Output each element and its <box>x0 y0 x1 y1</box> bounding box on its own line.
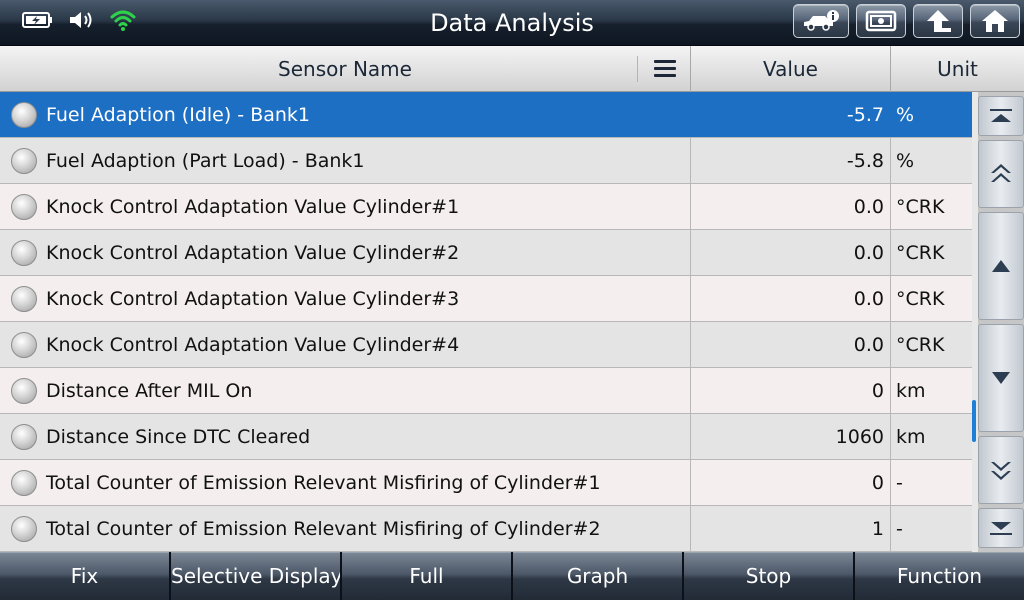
sensor-unit: % <box>890 138 972 183</box>
sensor-name: Knock Control Adaptation Value Cylinder#… <box>46 334 460 356</box>
sensor-name: Distance Since DTC Cleared <box>46 426 311 448</box>
fix-button[interactable]: Fix <box>0 552 169 600</box>
sensor-value: -5.7 <box>690 92 890 137</box>
sensor-name: Fuel Adaption (Idle) - Bank1 <box>46 104 311 126</box>
column-header-unit[interactable]: Unit <box>890 46 1024 92</box>
title-bar: Data Analysis <box>0 0 1024 46</box>
row-radio-icon[interactable] <box>11 470 37 496</box>
screenshot-icon <box>865 10 897 32</box>
full-button[interactable]: Full <box>342 552 511 600</box>
scroll-buttons <box>978 92 1024 552</box>
row-radio-icon[interactable] <box>11 286 37 312</box>
wifi-icon <box>110 10 136 31</box>
table-row[interactable]: Knock Control Adaptation Value Cylinder#… <box>0 184 972 230</box>
table-row[interactable]: Total Counter of Emission Relevant Misfi… <box>0 460 972 506</box>
sensor-unit: °CRK <box>890 230 972 275</box>
page-down-button[interactable] <box>978 436 1024 504</box>
sensor-value: 0.0 <box>690 322 890 367</box>
table-header: Sensor Name Value Unit <box>0 46 1024 92</box>
sensor-unit: °CRK <box>890 184 972 229</box>
vehicle-info-button[interactable] <box>793 4 849 38</box>
sensor-unit: °CRK <box>890 276 972 321</box>
column-header-sensor-name-label: Sensor Name <box>278 57 412 81</box>
sensor-value: 1060 <box>690 414 890 459</box>
home-button[interactable] <box>970 4 1020 38</box>
row-radio-icon[interactable] <box>11 516 37 542</box>
back-button[interactable] <box>913 4 963 38</box>
sensor-name: Distance After MIL On <box>46 380 253 402</box>
scroll-bottom-icon <box>990 522 1012 535</box>
sensor-value: 0.0 <box>690 184 890 229</box>
sensor-value: 0 <box>690 460 890 505</box>
sensor-value: 0.0 <box>690 230 890 275</box>
speaker-icon <box>70 12 92 28</box>
table-row[interactable]: Total Counter of Emission Relevant Misfi… <box>0 506 972 552</box>
sensor-unit: - <box>890 460 972 505</box>
page-up-icon <box>991 164 1011 182</box>
scrollbar-track[interactable] <box>972 92 978 552</box>
scroll-bottom-button[interactable] <box>978 508 1024 548</box>
bottom-toolbar: Fix Selective Display Full Graph Stop Fu… <box>0 552 1024 600</box>
table-row[interactable]: Knock Control Adaptation Value Cylinder#… <box>0 230 972 276</box>
scrollbar-thumb[interactable] <box>972 400 976 442</box>
back-arrow-icon <box>927 10 951 32</box>
sensor-unit: km <box>890 414 972 459</box>
sensor-value: -5.8 <box>690 138 890 183</box>
menu-icon[interactable] <box>654 60 676 78</box>
row-radio-icon[interactable] <box>11 240 37 266</box>
screenshot-button[interactable] <box>856 4 906 38</box>
function-button[interactable]: Function <box>855 552 1024 600</box>
row-radio-icon[interactable] <box>11 424 37 450</box>
scroll-top-button[interactable] <box>978 96 1024 136</box>
sensor-name: Total Counter of Emission Relevant Misfi… <box>46 472 601 494</box>
header-divider <box>637 56 638 82</box>
column-header-sensor-name[interactable]: Sensor Name <box>0 46 690 92</box>
sensor-unit: km <box>890 368 972 413</box>
table-row[interactable]: Knock Control Adaptation Value Cylinder#… <box>0 276 972 322</box>
row-radio-icon[interactable] <box>11 194 37 220</box>
row-radio-icon[interactable] <box>11 102 37 128</box>
row-radio-icon[interactable] <box>11 378 37 404</box>
table-row[interactable]: Knock Control Adaptation Value Cylinder#… <box>0 322 972 368</box>
sensor-value: 0.0 <box>690 276 890 321</box>
sensor-unit: °CRK <box>890 322 972 367</box>
status-icons <box>22 8 136 32</box>
column-header-value[interactable]: Value <box>690 46 890 92</box>
scroll-top-icon <box>990 109 1012 122</box>
sensor-unit: % <box>890 92 972 137</box>
sensor-name: Knock Control Adaptation Value Cylinder#… <box>46 196 460 218</box>
vehicle-info-icon <box>804 10 839 31</box>
sensor-list[interactable]: Fuel Adaption (Idle) - Bank1 -5.7% Fuel Ad… <box>0 92 972 552</box>
line-up-icon <box>992 260 1010 272</box>
page-down-icon <box>991 462 1011 480</box>
top-toolbar <box>793 4 1020 38</box>
sensor-name: Total Counter of Emission Relevant Misfi… <box>46 518 601 540</box>
sensor-value: 0 <box>690 368 890 413</box>
battery-charging-icon <box>22 12 52 28</box>
home-icon <box>982 10 1008 32</box>
table-row[interactable]: Distance After MIL On 0 km <box>0 368 972 414</box>
sensor-unit: - <box>890 506 972 551</box>
graph-button[interactable]: Graph <box>513 552 682 600</box>
page-up-button[interactable] <box>978 140 1024 208</box>
table-row[interactable]: Fuel Adaption (Part Load) - Bank1 -5.8% <box>0 138 972 184</box>
table-row[interactable]: Fuel Adaption (Idle) - Bank1 -5.7% <box>0 92 972 138</box>
line-down-button[interactable] <box>978 324 1024 432</box>
sensor-name: Fuel Adaption (Part Load) - Bank1 <box>46 150 365 172</box>
page-title: Data Analysis <box>430 9 594 37</box>
line-down-icon <box>992 372 1010 384</box>
table-row[interactable]: Distance Since DTC Cleared 1060 km <box>0 414 972 460</box>
line-up-button[interactable] <box>978 212 1024 320</box>
sensor-name: Knock Control Adaptation Value Cylinder#… <box>46 288 460 310</box>
sensor-name: Knock Control Adaptation Value Cylinder#… <box>46 242 460 264</box>
row-radio-icon[interactable] <box>11 148 37 174</box>
selective-display-button[interactable]: Selective Display <box>171 552 340 600</box>
stop-button[interactable]: Stop <box>684 552 853 600</box>
sensor-value: 1 <box>690 506 890 551</box>
row-radio-icon[interactable] <box>11 332 37 358</box>
